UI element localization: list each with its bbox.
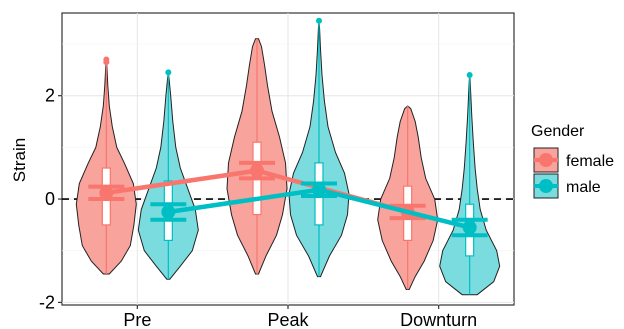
legend: Gender female male (531, 123, 614, 199)
legend-label-male: male (566, 179, 601, 196)
outlier-point-male (316, 17, 322, 24)
grid-lines (62, 13, 514, 305)
y-axis-title: Strain (10, 138, 29, 182)
mean-point-male-peak (312, 182, 326, 197)
x-tick-label: Peak (267, 310, 309, 329)
y-tick-label: 0 (45, 189, 55, 209)
x-tick-label: Pre (123, 310, 151, 329)
legend-key-point-male (539, 179, 553, 193)
axes: -2 0 2 Pre Peak Downturn (39, 86, 477, 329)
mean-layer (88, 160, 488, 238)
legend-title: Gender (531, 123, 585, 140)
outlier-point-male (466, 72, 473, 79)
mean-point-male-pre (161, 204, 176, 219)
y-tick-label: 2 (45, 86, 55, 106)
mean-point-female-pre (99, 185, 114, 200)
outlier-point-male (165, 69, 172, 76)
outlier-point-female (103, 59, 110, 66)
y-tick-label: -2 (39, 292, 55, 312)
mean-point-male-downturn (462, 220, 477, 235)
legend-key-point-female (539, 153, 553, 167)
mean-point-female-peak (250, 163, 264, 178)
legend-label-female: female (566, 153, 614, 170)
x-tick-label: Downturn (400, 310, 477, 329)
